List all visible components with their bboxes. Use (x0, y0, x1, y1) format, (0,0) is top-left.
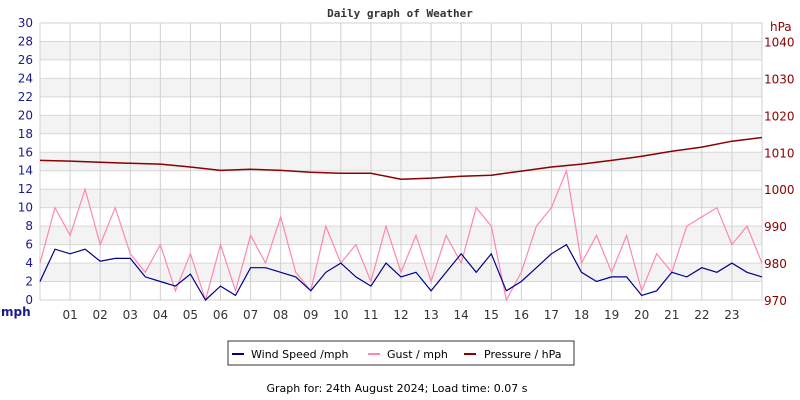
right-tick-label: 990 (764, 220, 787, 234)
x-tick-label: 06 (213, 308, 228, 322)
right-axis-ticks: 970 980 990 1000 1010 1020 1030 1040 (764, 35, 795, 308)
series-line-gust (39, 168, 763, 303)
legend-wind: Wind Speed /mph (251, 348, 349, 361)
x-tick-label: 20 (634, 308, 649, 322)
x-tick-label: 21 (664, 308, 679, 322)
right-axis-label: hPa (770, 20, 792, 34)
left-tick-label: 10 (18, 201, 33, 215)
left-axis-label: mph (1, 305, 31, 319)
x-tick-label: 18 (574, 308, 589, 322)
left-tick-label: 8 (25, 219, 33, 233)
x-tick-label: 03 (123, 308, 138, 322)
x-tick-label: 13 (423, 308, 438, 322)
x-tick-label: 22 (694, 308, 709, 322)
legend-gust: Gust / mph (387, 348, 448, 361)
legend: Wind Speed /mph Gust / mph Pressure / hP… (227, 340, 575, 366)
x-tick-label: 19 (604, 308, 619, 322)
series-line-pressure (39, 136, 763, 180)
x-axis-ticks: 01 02 03 04 05 06 07 08 09 10 11 12 13 14 15 16 17 18 19 20… (62, 308, 739, 322)
x-tick-label: 10 (333, 308, 348, 322)
x-tick-label: 04 (153, 308, 168, 322)
right-tick-label: 1000 (764, 183, 795, 197)
chart-title: Daily graph of Weather (327, 7, 473, 20)
series-lines (39, 136, 763, 303)
right-tick-label: 980 (764, 257, 787, 271)
legend-box (227, 340, 575, 366)
x-tick-label: 12 (393, 308, 408, 322)
grid-lines (39, 22, 763, 301)
left-tick-label: 16 (18, 145, 33, 159)
left-tick-label: 6 (25, 238, 33, 252)
left-tick-label: 24 (18, 71, 33, 85)
left-tick-label: 28 (18, 34, 33, 48)
x-tick-label: 07 (243, 308, 258, 322)
left-tick-label: 26 (18, 53, 33, 67)
x-tick-label: 16 (514, 308, 529, 322)
left-tick-label: 14 (18, 164, 33, 178)
x-tick-label: 05 (183, 308, 198, 322)
plot-border (39, 22, 763, 301)
x-tick-label: 08 (273, 308, 288, 322)
right-tick-label: 1040 (764, 35, 795, 49)
x-tick-label: 11 (363, 308, 378, 322)
x-tick-label: 02 (93, 308, 108, 322)
left-tick-label: 0 (25, 293, 33, 307)
x-tick-label: 23 (724, 308, 739, 322)
left-tick-label: 30 (18, 16, 33, 30)
footer-text: Graph for: 24th August 2024; Load time: … (267, 382, 528, 395)
series-line-wind (39, 243, 763, 301)
left-tick-label: 4 (25, 256, 33, 270)
legend-pressure: Pressure / hPa (484, 348, 562, 361)
x-tick-label: 14 (454, 308, 469, 322)
left-tick-label: 12 (18, 182, 33, 196)
left-tick-label: 22 (18, 90, 33, 104)
x-tick-label: 01 (62, 308, 77, 322)
right-tick-label: 1020 (764, 109, 795, 123)
left-tick-label: 20 (18, 108, 33, 122)
right-tick-label: 970 (764, 294, 787, 308)
x-tick-label: 15 (484, 308, 499, 322)
right-tick-label: 1030 (764, 72, 795, 86)
right-tick-label: 1010 (764, 146, 795, 160)
left-tick-label: 18 (18, 127, 33, 141)
x-tick-label: 09 (303, 308, 318, 322)
x-tick-label: 17 (544, 308, 559, 322)
left-tick-label: 2 (25, 275, 33, 289)
